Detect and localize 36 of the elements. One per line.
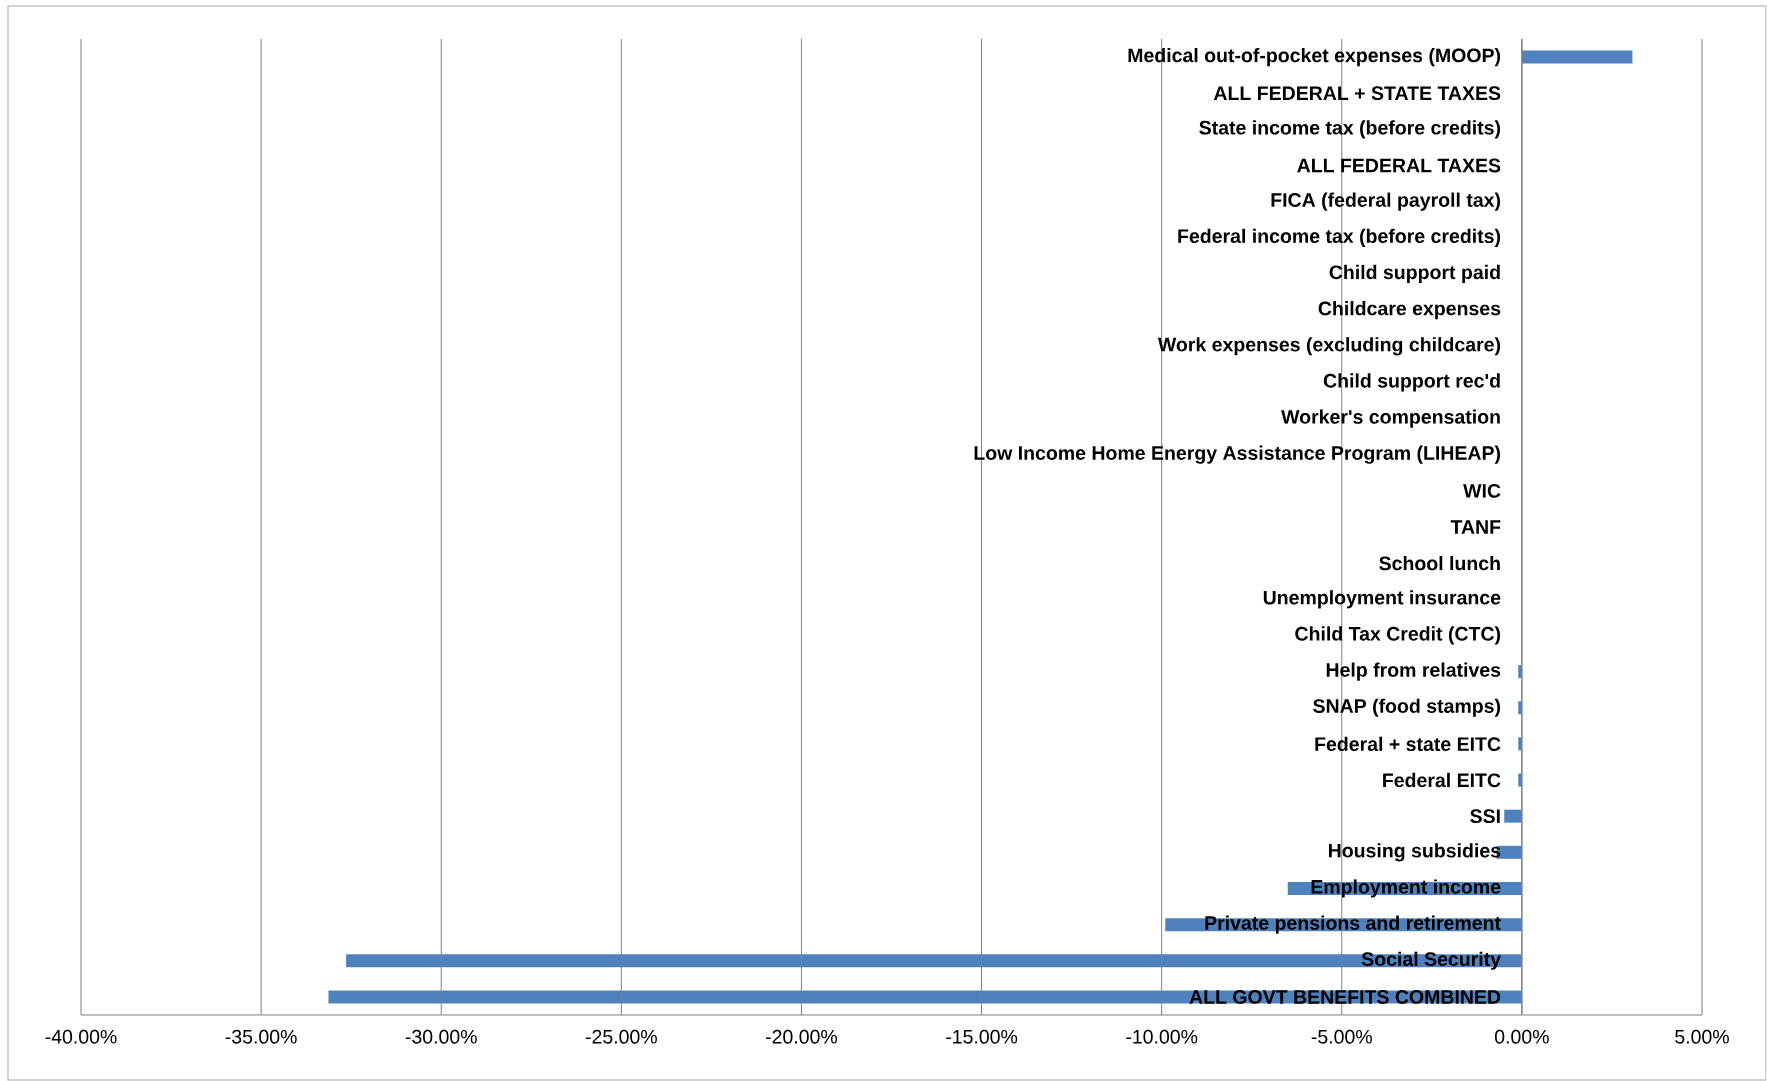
y-tick-label: State income tax (before credits) bbox=[1199, 120, 1501, 139]
y-tick-label: ALL FEDERAL TAXES bbox=[1297, 158, 1501, 173]
y-tick-label: WIC bbox=[1463, 483, 1501, 498]
y-tick-label: Federal income tax (before credits) bbox=[1178, 228, 1501, 247]
y-tick-label: Medical out-of-pocket expenses (MOOP) bbox=[1128, 47, 1501, 67]
x-tick-label: -35.00% bbox=[225, 1029, 297, 1044]
x-tick-label: 0.00% bbox=[1494, 1029, 1549, 1044]
y-tick-label: SNAP (food stamps) bbox=[1313, 698, 1501, 717]
y-tick-label: Federal + state EITC bbox=[1315, 736, 1501, 752]
x-tick-label: -30.00% bbox=[405, 1029, 477, 1044]
y-tick-label: Low Income Home Energy Assistance Program (LIHEAP) bbox=[974, 445, 1501, 464]
y-tick-label: Federal EITC bbox=[1383, 772, 1501, 788]
y-tick-label: Child Tax Credit (CTC) bbox=[1295, 626, 1501, 645]
y-tick-label: Employment income bbox=[1311, 879, 1501, 898]
x-tick-label: -10.00% bbox=[1126, 1029, 1198, 1044]
y-tick-label: ALL GOVT BENEFITS COMBINED bbox=[1189, 990, 1501, 1004]
y-tick-label: Child support paid bbox=[1329, 264, 1500, 284]
y-tick-label: SSI bbox=[1470, 809, 1500, 824]
y-tick-label: Private pensions and retirement bbox=[1205, 915, 1501, 934]
y-tick-label: Work expenses (excluding childcare) bbox=[1157, 337, 1501, 356]
y-tick-label: School lunch bbox=[1379, 555, 1500, 571]
y-tick-label: Help from relatives bbox=[1326, 662, 1501, 681]
x-tick-label: -40.00% bbox=[45, 1029, 117, 1044]
y-tick-label: Childcare expenses bbox=[1318, 301, 1501, 320]
x-tick-label: -15.00% bbox=[946, 1029, 1018, 1044]
y-tick-label: Child support rec'd bbox=[1323, 373, 1500, 392]
x-tick-label: 5.00% bbox=[1675, 1029, 1729, 1044]
y-tick-label: FICA (federal payroll tax) bbox=[1271, 192, 1501, 211]
x-tick-label: -5.00% bbox=[1311, 1029, 1372, 1044]
y-tick-label: TANF bbox=[1450, 520, 1501, 534]
y-tick-label: Unemployment insurance bbox=[1263, 590, 1501, 609]
y-tick-label: Worker's compensation bbox=[1281, 409, 1500, 428]
y-tick-label: Social Security bbox=[1361, 951, 1501, 970]
x-tick-label: -20.00% bbox=[765, 1029, 838, 1044]
y-tick-label: ALL FEDERAL + STATE TAXES bbox=[1213, 86, 1501, 101]
x-tick-label: -25.00% bbox=[585, 1029, 657, 1044]
